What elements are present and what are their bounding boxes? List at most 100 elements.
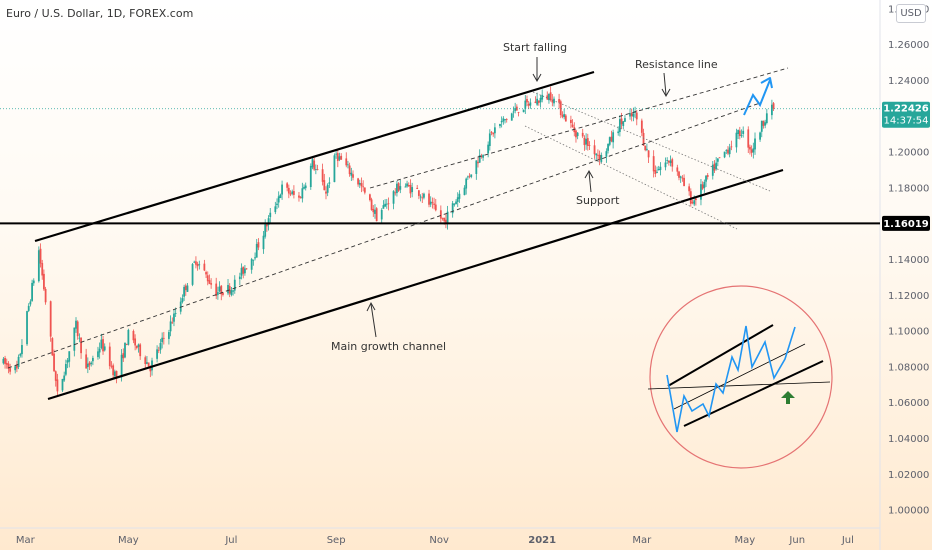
candle-body — [43, 273, 45, 290]
candle-body — [26, 311, 28, 345]
candle-body — [228, 286, 231, 294]
candle-body — [51, 338, 54, 356]
candle-body — [548, 93, 550, 101]
candle-body — [445, 219, 447, 224]
candle-body — [374, 209, 376, 214]
candle-body — [546, 95, 549, 100]
candle-body — [571, 124, 574, 127]
candle-body — [203, 263, 206, 271]
candle-body — [299, 197, 302, 199]
candle-body — [157, 349, 160, 351]
candle-body — [581, 132, 584, 137]
candle-body — [510, 113, 513, 121]
candle-body — [112, 365, 115, 376]
candle-body — [286, 183, 289, 188]
candle-body — [113, 371, 116, 377]
descending-channel-lower[interactable] — [524, 125, 738, 230]
candle-body — [14, 366, 17, 371]
candle-body — [244, 268, 246, 274]
candle-body — [29, 301, 32, 305]
candle-body — [120, 354, 123, 378]
candle-body — [264, 224, 267, 237]
candle-body — [134, 338, 137, 346]
candle-body — [149, 366, 152, 372]
candle-body — [537, 100, 540, 103]
candle-body — [269, 212, 272, 218]
candle-body — [595, 153, 598, 156]
candle-body — [88, 362, 91, 366]
candle-body — [27, 305, 30, 311]
candle-body — [76, 321, 79, 337]
candle-body — [303, 186, 305, 189]
candle-body — [316, 169, 319, 171]
candle-body — [735, 132, 738, 148]
y-tick-label: 1.14000 — [888, 255, 929, 266]
candle-body — [629, 113, 631, 117]
descending-channel-upper[interactable] — [532, 91, 771, 192]
inset-channel-middle — [673, 343, 806, 410]
candle-body — [689, 191, 692, 204]
candle-body — [254, 257, 256, 259]
candle-body — [487, 144, 490, 154]
candle-body — [524, 100, 527, 109]
candle-body — [478, 155, 481, 163]
candle-body — [671, 159, 674, 167]
candle-body — [727, 149, 729, 154]
main-channel-arrow — [370, 303, 377, 338]
channel-lower-line[interactable] — [47, 168, 784, 401]
countdown-value: 14:37:54 — [884, 116, 929, 127]
y-tick-label: 1.08000 — [888, 362, 929, 373]
candle-body — [598, 154, 601, 161]
candle-body — [156, 349, 158, 359]
forecast-path[interactable] — [743, 79, 771, 116]
candle-body — [181, 298, 184, 303]
candle-body — [56, 379, 59, 392]
candle-body — [135, 345, 138, 348]
candle-body — [124, 342, 126, 358]
currency-button[interactable]: USD — [896, 4, 926, 23]
candle-body — [103, 346, 106, 351]
candle-body — [7, 363, 10, 369]
candle-body — [44, 288, 47, 303]
candle-body — [522, 109, 525, 113]
candle-body — [335, 153, 338, 155]
candle-body — [352, 174, 354, 178]
candle-body — [340, 155, 343, 160]
candle-body — [397, 183, 400, 191]
candle-body — [647, 150, 650, 158]
candle-body — [656, 171, 658, 173]
candle-body — [304, 185, 307, 189]
candle-body — [159, 343, 162, 350]
candle-body — [186, 285, 189, 292]
candle-body — [659, 166, 662, 170]
resistance-arrowhead — [661, 88, 671, 98]
candle-body — [534, 101, 537, 104]
level-price-value: 1.16019 — [883, 219, 929, 230]
candle-body — [618, 119, 621, 132]
candle-body — [752, 148, 755, 153]
candle-body — [301, 188, 304, 199]
candle-body — [407, 185, 410, 187]
candle-body — [694, 198, 697, 201]
candle-body — [536, 98, 539, 105]
inner-dashed-line[interactable] — [7, 102, 761, 369]
candle-body — [274, 206, 277, 213]
candle-body — [338, 156, 341, 160]
candle-body — [168, 332, 170, 339]
candle-body — [100, 339, 103, 349]
channel-upper-line[interactable] — [34, 70, 595, 243]
candle-body — [64, 363, 67, 375]
candle-body — [466, 176, 469, 178]
candle-body — [488, 133, 491, 147]
candle-body — [169, 321, 172, 332]
candle-body — [492, 133, 495, 135]
resistance-dashed-line[interactable] — [369, 67, 789, 189]
candle-body — [347, 164, 349, 166]
candle-body — [742, 130, 745, 134]
candle-body — [281, 184, 283, 195]
x-tick-label: May — [735, 535, 756, 546]
forecast-arrowhead — [760, 77, 773, 89]
candle-body — [455, 201, 457, 205]
candle-body — [409, 184, 412, 194]
